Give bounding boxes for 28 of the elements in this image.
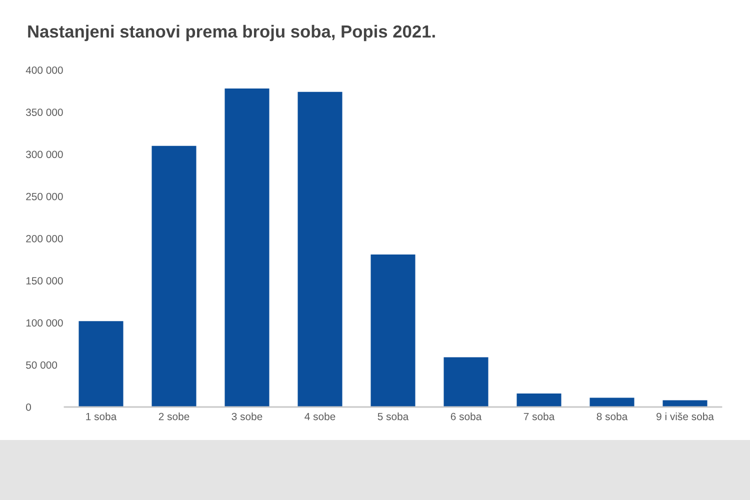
x-tick-label: 1 soba [86, 412, 117, 420]
x-tick-label: 5 soba [378, 412, 409, 420]
x-tick-label: 9 i više soba [656, 412, 714, 420]
x-tick-label: 4 sobe [304, 412, 336, 420]
x-tick-label: 2 sobe [158, 412, 190, 420]
y-tick-label: 100 000 [26, 319, 63, 327]
bar [224, 88, 270, 407]
bar [78, 321, 124, 407]
bar [370, 254, 416, 407]
x-tick-label: 8 soba [596, 412, 628, 420]
chart-title: Nastanjeni stanovi prema broju soba, Popis 2021. [28, 24, 435, 42]
y-tick-label: 0 [26, 404, 31, 411]
y-tick-label: 350 000 [26, 108, 63, 116]
x-tick-label: 7 soba [524, 412, 555, 420]
bar [662, 400, 708, 407]
y-tick-label: 200 000 [26, 235, 63, 242]
bar [298, 92, 342, 407]
y-tick-label: 50 000 [26, 361, 58, 369]
bar [444, 357, 488, 407]
y-tick-label: 400 000 [26, 66, 63, 74]
x-tick-label: 3 sobe [232, 412, 262, 420]
y-tick-label: 300 000 [26, 150, 63, 158]
bar [516, 394, 562, 407]
y-tick-label: 150 000 [26, 277, 63, 284]
bar [152, 146, 196, 407]
x-tick-label: 6 soba [450, 412, 482, 420]
bar [590, 398, 634, 407]
y-tick-label: 250 000 [26, 192, 63, 200]
